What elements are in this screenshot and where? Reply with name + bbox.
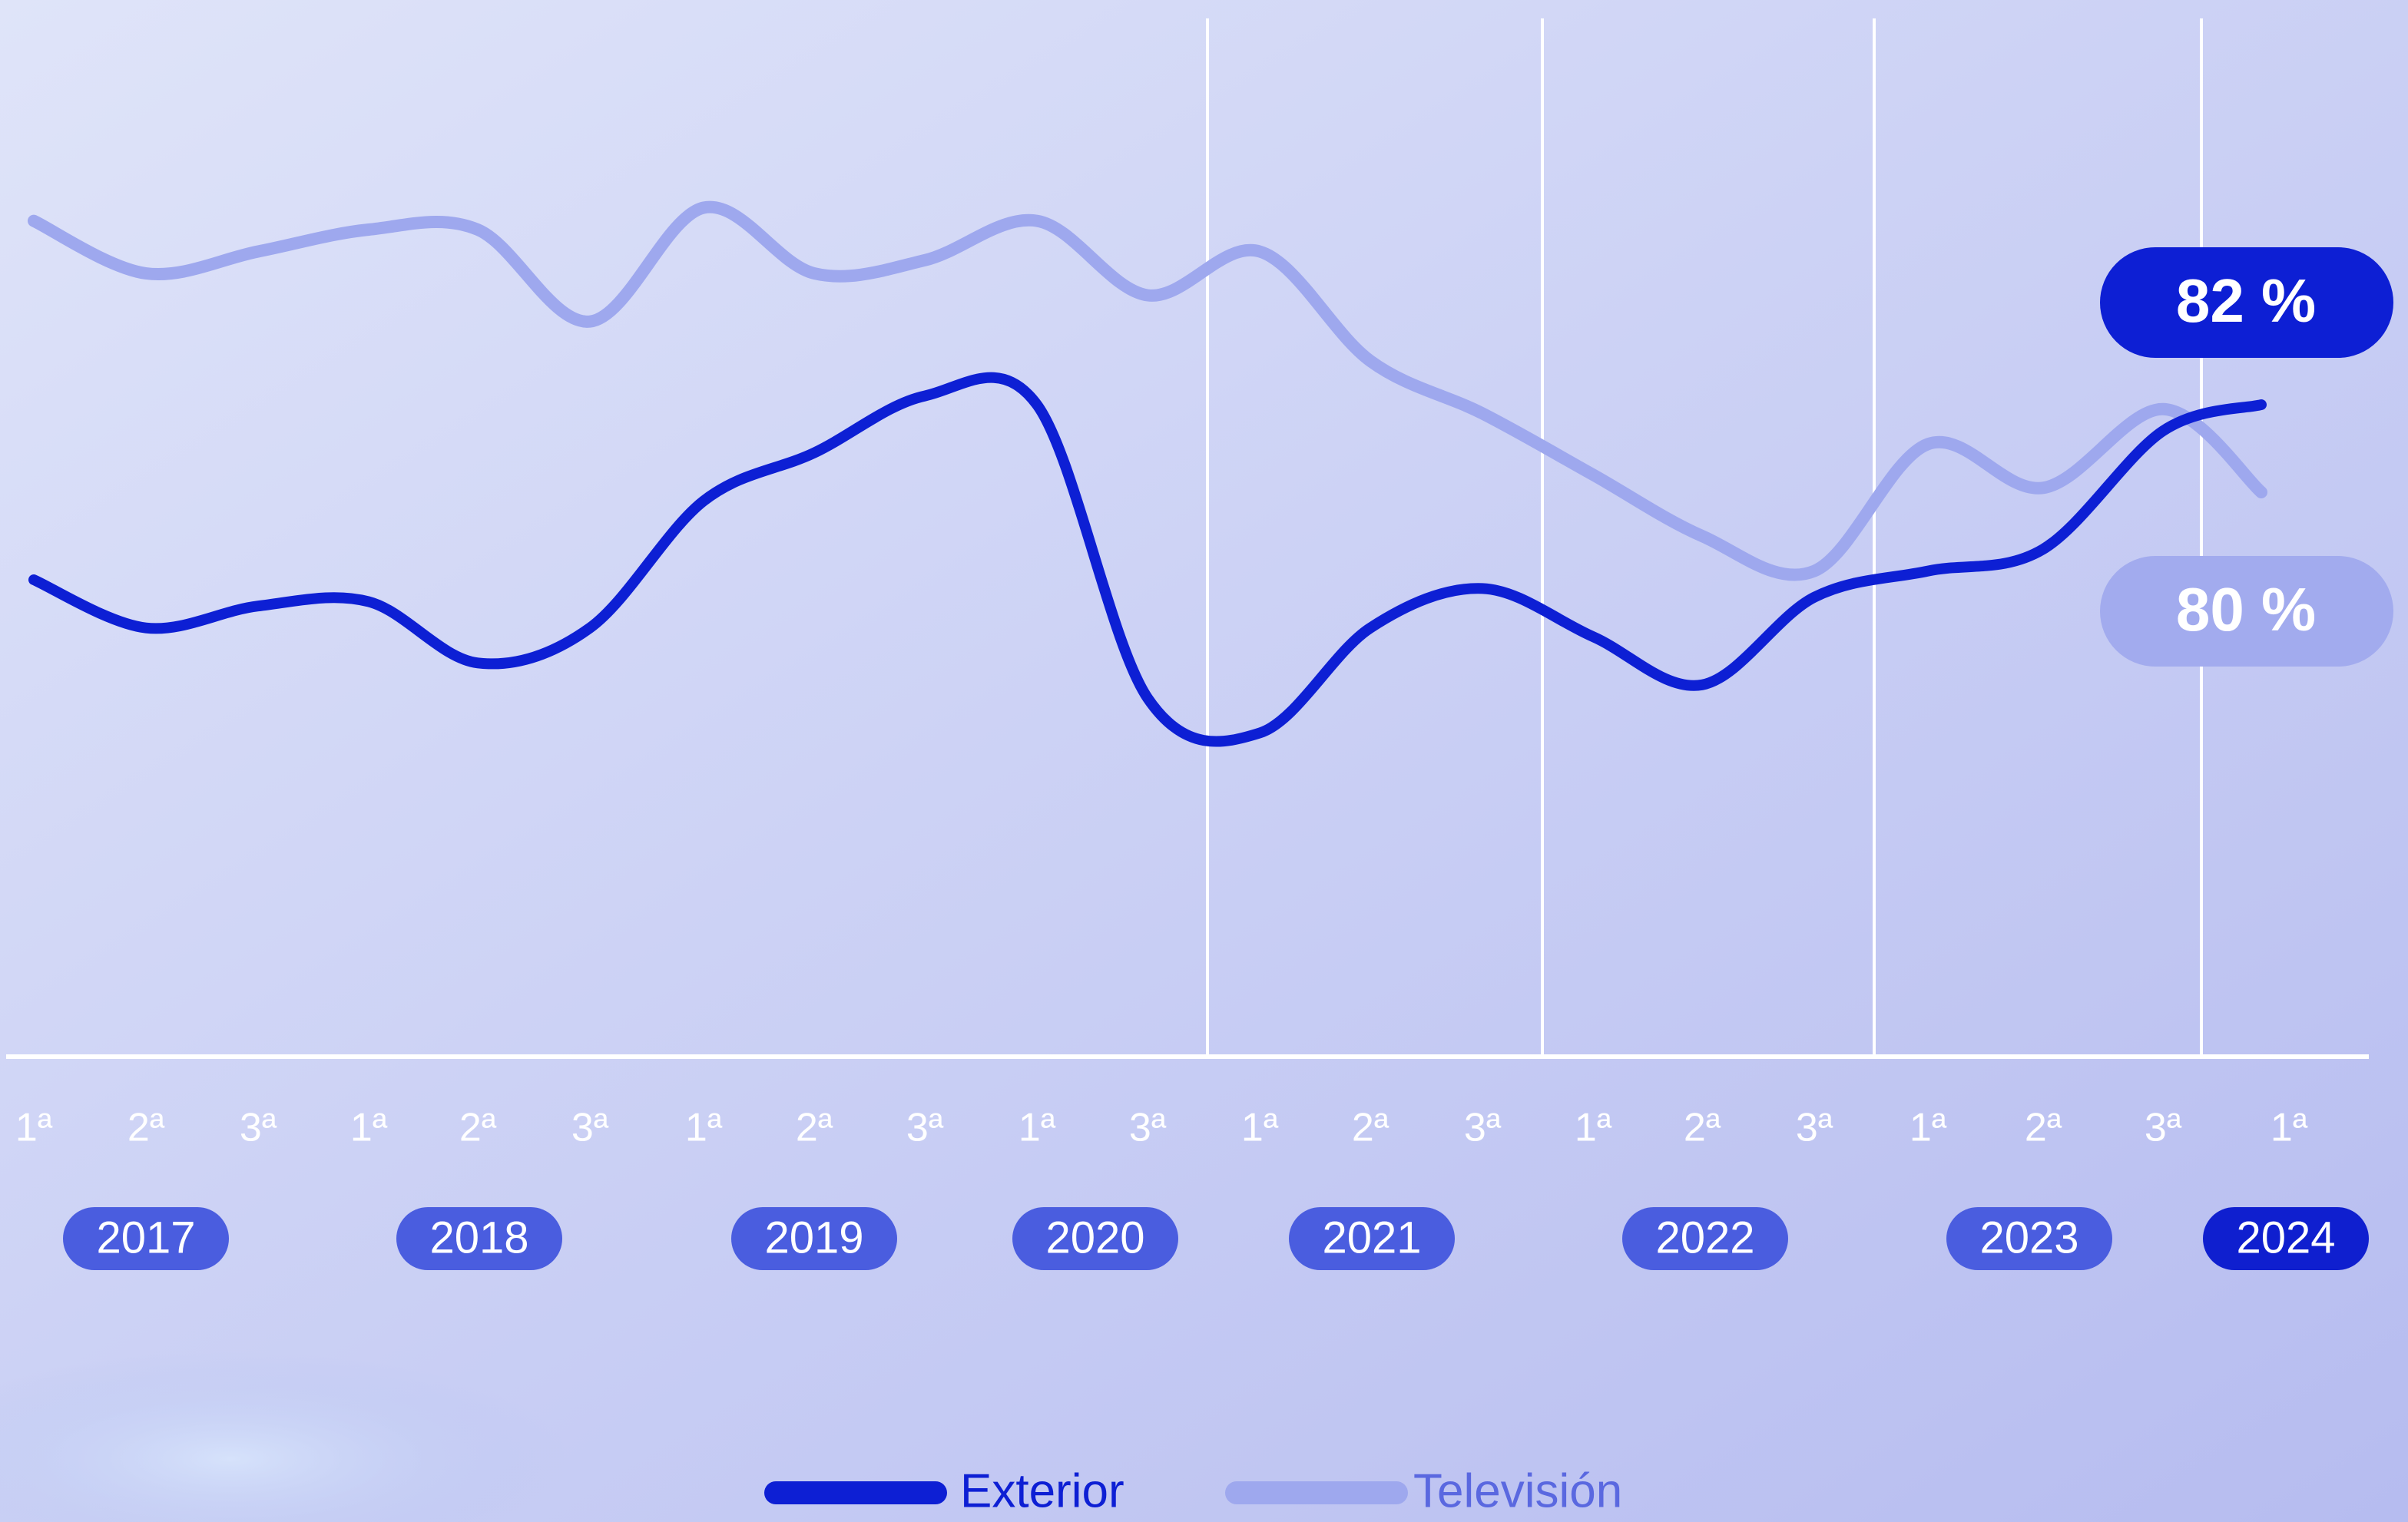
x-tick-label: 2ª xyxy=(796,1106,833,1150)
x-tick-label: 2ª xyxy=(2025,1106,2062,1150)
legend-label: Exterior xyxy=(960,1464,1125,1517)
x-tick-label: 1ª xyxy=(1019,1106,1056,1150)
x-tick-label: 3ª xyxy=(1129,1106,1167,1150)
year-pill xyxy=(2203,1207,2369,1270)
year-label: 2021 xyxy=(1322,1213,1421,1262)
x-tick-label: 3ª xyxy=(906,1106,944,1150)
x-tick-label: 1ª xyxy=(1910,1106,1947,1150)
end-label-pill xyxy=(2100,556,2393,667)
year-label: 2019 xyxy=(764,1213,863,1262)
x-tick-label: 2ª xyxy=(128,1106,165,1150)
x-tick-label: 3ª xyxy=(571,1106,609,1150)
year-pill xyxy=(1012,1207,1178,1270)
x-tick-label: 1ª xyxy=(2271,1106,2308,1150)
x-tick-label: 1ª xyxy=(685,1106,723,1150)
year-label: 2022 xyxy=(1655,1213,1754,1262)
legend-label: Televisión xyxy=(1413,1464,1622,1517)
x-tick-label: 1ª xyxy=(15,1106,53,1150)
x-tick-label: 2ª xyxy=(1684,1106,1721,1150)
x-tick-label: 1ª xyxy=(350,1106,388,1150)
x-tick-label: 3ª xyxy=(1464,1106,1502,1150)
year-label: 2020 xyxy=(1045,1213,1144,1262)
year-label: 2023 xyxy=(1979,1213,2078,1262)
year-pill xyxy=(396,1207,562,1270)
year-label: 2017 xyxy=(96,1213,195,1262)
year-label: 2018 xyxy=(429,1213,528,1262)
x-tick-label: 1ª xyxy=(1241,1106,1279,1150)
year-label: 2024 xyxy=(2236,1213,2335,1262)
series-line xyxy=(28,200,2267,581)
end-label-pill xyxy=(2100,247,2393,358)
year-pill xyxy=(1622,1207,1788,1270)
year-pill xyxy=(63,1207,229,1270)
year-pill xyxy=(731,1207,897,1270)
year-pill xyxy=(1946,1207,2112,1270)
x-tick-label: 3ª xyxy=(1796,1106,1833,1150)
x-tick-label: 1ª xyxy=(1575,1106,1612,1150)
x-tick-label: 3ª xyxy=(240,1106,277,1150)
x-tick-label: 2ª xyxy=(1352,1106,1389,1150)
series-line xyxy=(28,372,2267,747)
year-pill xyxy=(1289,1207,1455,1270)
end-label: 82 % xyxy=(2176,266,2316,335)
decoration xyxy=(0,1352,568,1522)
separators xyxy=(1206,18,2203,1057)
x-tick-label: 2ª xyxy=(459,1106,497,1150)
x-tick-label: 3ª xyxy=(2145,1106,2182,1150)
end-label: 80 % xyxy=(2176,575,2316,644)
